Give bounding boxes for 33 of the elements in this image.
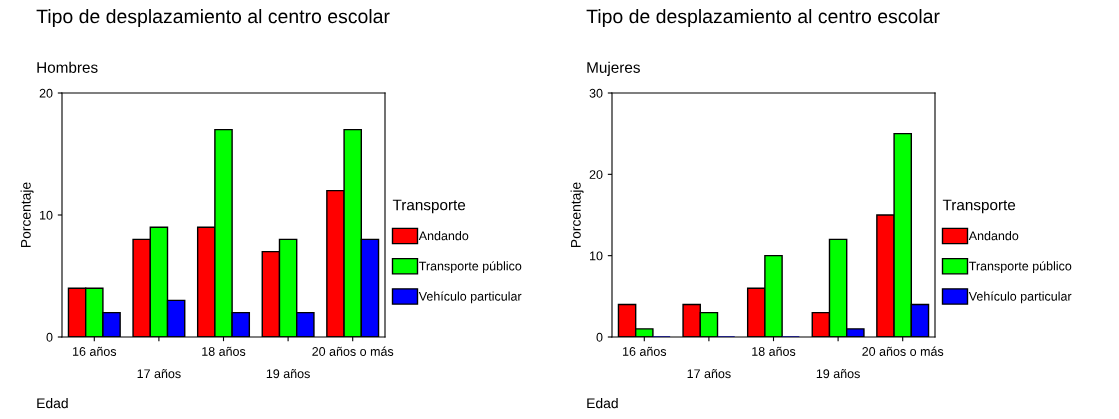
legend-label: Andando [418,231,469,241]
x-tick-label: 16 años [73,346,117,356]
x-tick-label: 16 años [623,346,667,356]
y-tick-label: 20 [39,88,53,98]
x-tick-label: 18 años [202,346,246,356]
y-tick-label: 0 [596,332,603,342]
legend-label: Vehículo particular [968,291,1072,304]
y-tick-label: 30 [589,88,603,98]
chart-title: Tipo de desplazamiento al centro escolar [36,8,390,28]
x-tick-label: 18 años [752,346,796,356]
y-tick-label: 10 [590,251,603,261]
y-axis-title: Porcentaje [20,182,34,248]
x-axis-title: Edad [587,398,618,409]
chart-title: Tipo de desplazamiento al centro escolar [586,8,940,28]
legend-title: Transporte [942,199,1016,214]
chart-subtitle: Hombres [37,61,98,73]
x-tick-label: 19 años [816,369,860,379]
x-tick-label: 17 años [137,369,181,379]
legend-label: Andando [968,231,1019,241]
legend-label: Transporte público [419,261,522,273]
y-tick-label: 10 [40,210,53,220]
y-axis-title: Porcentaje [570,182,584,248]
legend-title: Transporte [392,199,466,214]
x-tick-label: 19 años [266,369,310,379]
chart-subtitle: Mujeres [587,61,640,76]
x-axis-title: Edad [37,398,68,409]
legend-label: Vehículo particular [418,291,522,304]
y-tick-label: 20 [589,170,603,179]
legend-label: Transporte público [969,261,1072,273]
x-tick-label: 20 años o más [862,346,944,356]
x-tick-label: 17 años [687,369,731,379]
y-tick-label: 0 [46,332,53,342]
x-tick-label: 20 años o más [312,346,394,356]
